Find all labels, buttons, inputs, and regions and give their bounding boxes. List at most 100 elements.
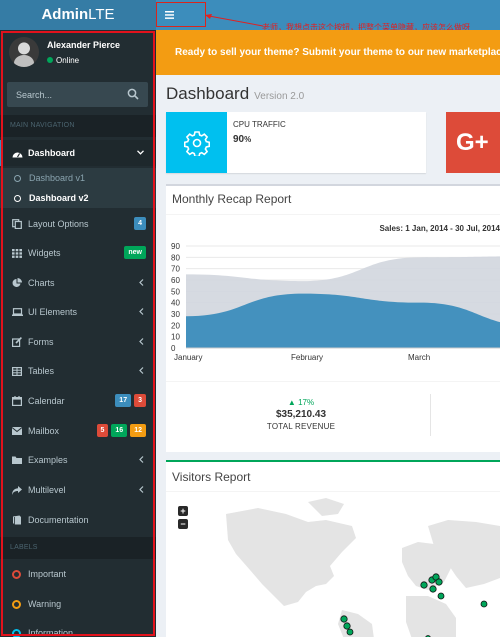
revenue-amount: $35,210.43 <box>275 409 327 420</box>
sidebar-item-multilevel[interactable]: Multilevel <box>0 477 156 503</box>
y-tick-label: 90 <box>171 242 180 251</box>
logo[interactable]: AdminLTE <box>0 0 156 30</box>
sidebar-item-mailbox[interactable]: Mailbox 5 16 12 <box>0 418 156 444</box>
y-tick-label: 20 <box>171 321 180 330</box>
chevron-left-icon <box>139 308 144 315</box>
recap-title: Monthly Recap Report <box>172 192 292 206</box>
pie-chart-icon <box>11 278 23 288</box>
search-input[interactable] <box>7 82 117 107</box>
zoom-out-button[interactable]: − <box>178 519 188 529</box>
divider <box>430 394 431 436</box>
sales-area-chart: 0 10 20 30 40 50 60 70 80 90 January February March <box>171 242 500 362</box>
user-status: Online <box>47 56 79 65</box>
page-title: Dashboard Version 2.0 <box>166 84 305 103</box>
sidebar-item-layout-options[interactable]: Layout Options 4 <box>0 211 156 237</box>
description-block: ▲ 17% $35,210.43 TOTAL REVENUE <box>246 398 356 431</box>
circle-icon <box>12 628 21 637</box>
y-tick-label: 40 <box>171 299 180 308</box>
visitors-report-box: Visitors Report + − <box>166 460 500 637</box>
sidebar-subitem-dashboard-v1[interactable]: Dashboard v1 <box>0 168 156 188</box>
sidebar-item-forms[interactable]: Forms <box>0 329 156 355</box>
avatar <box>9 37 39 67</box>
x-tick-label: January <box>174 353 202 362</box>
sidebar-item-ui-elements[interactable]: UI Elements <box>0 299 156 325</box>
chevron-left-icon <box>139 367 144 374</box>
divider <box>166 491 500 492</box>
page-version: Version 2.0 <box>254 91 305 102</box>
user-panel: Alexander Pierce Online <box>0 30 156 76</box>
user-name: Alexander Pierce <box>47 40 121 50</box>
files-icon <box>11 219 23 229</box>
y-tick-label: 50 <box>171 287 180 296</box>
y-tick-label: 0 <box>171 344 176 353</box>
sidebar-item-calendar[interactable]: Calendar 17 3 <box>0 388 156 414</box>
labels-header: LABELS <box>0 537 156 559</box>
share-icon <box>11 485 23 495</box>
sidebar-item-widgets[interactable]: Widgets new <box>0 240 156 266</box>
calendar-icon <box>11 396 23 406</box>
mailbox-badge-yellow: 12 <box>130 424 146 437</box>
sidebar-item-tables[interactable]: Tables <box>0 358 156 384</box>
promo-banner[interactable]: Ready to sell your theme? Submit your th… <box>156 30 500 75</box>
table-icon <box>11 366 23 376</box>
chevron-left-icon <box>139 456 144 463</box>
book-icon <box>11 515 23 525</box>
annotation-text: 老师，我想点击这个按钮，把整个菜单隐藏，应该怎么做呀 <box>262 23 470 32</box>
folder-icon <box>11 456 23 464</box>
mailbox-badge-green: 16 <box>111 424 128 437</box>
divider <box>166 214 500 215</box>
visitors-title: Visitors Report <box>172 470 251 484</box>
sidebar-label-important[interactable]: Important <box>0 561 156 587</box>
chevron-left-icon <box>139 338 144 345</box>
revenue-percentage: ▲ 17% <box>287 398 315 407</box>
sidebar-label-information[interactable]: Information <box>0 620 156 637</box>
sidebar-subitem-dashboard-v2[interactable]: Dashboard v2 <box>0 188 156 208</box>
sales-date-range: Sales: 1 Jan, 2014 - 30 Jul, 2014 <box>379 224 500 233</box>
annotation-arrow <box>205 14 264 27</box>
sidebar-toggle-button[interactable] <box>156 2 206 27</box>
edit-icon <box>11 337 23 347</box>
chevron-left-icon <box>139 486 144 493</box>
info-box-label: CPU TRAFFIC <box>233 120 286 129</box>
envelope-icon <box>11 427 23 435</box>
sidebar-label-warning[interactable]: Warning <box>0 591 156 617</box>
revenue-label: TOTAL REVENUE <box>266 422 336 431</box>
sidebar-item-examples[interactable]: Examples <box>0 447 156 473</box>
zoom-in-button[interactable]: + <box>178 506 188 516</box>
x-tick-label: February <box>291 353 323 362</box>
laptop-icon <box>11 308 23 316</box>
world-map[interactable] <box>166 492 500 637</box>
chevron-left-icon <box>139 279 144 286</box>
layout-options-badge: 4 <box>134 217 146 230</box>
gear-icon <box>166 112 227 173</box>
y-tick-label: 70 <box>171 265 180 274</box>
calendar-badge-blue: 17 <box>115 394 132 407</box>
mailbox-badge-red: 5 <box>96 424 109 437</box>
info-box-number: 90% <box>233 134 252 145</box>
divider <box>166 381 500 382</box>
y-tick-label: 30 <box>171 310 180 319</box>
th-icon <box>11 248 23 258</box>
sidebar-item-charts[interactable]: Charts <box>0 270 156 296</box>
sidebar-item-documentation[interactable]: Documentation <box>0 507 156 533</box>
widgets-badge: new <box>124 246 146 259</box>
dashboard-submenu: Dashboard v1 Dashboard v2 <box>0 168 156 208</box>
calendar-badge-red: 3 <box>134 394 146 407</box>
google-plus-icon: G+ <box>446 112 500 173</box>
circle-icon <box>14 194 21 202</box>
caret-up-icon: ▲ <box>287 398 296 407</box>
sidebar-item-dashboard[interactable]: Dashboard <box>0 140 156 166</box>
search-icon[interactable] <box>127 88 139 100</box>
sidebar-search <box>7 82 148 107</box>
circle-icon <box>12 599 21 609</box>
monthly-recap-box: Monthly Recap Report Sales: 1 Jan, 2014 … <box>166 184 500 452</box>
sidebar: AdminLTE Alexander Pierce Online MAIN NA… <box>0 0 156 637</box>
x-tick-label: March <box>408 353 430 362</box>
hamburger-menu-icon <box>165 10 174 19</box>
series-area <box>186 293 500 348</box>
y-tick-label: 60 <box>171 276 180 285</box>
y-tick-label: 80 <box>171 253 180 262</box>
main-navigation-header: MAIN NAVIGATION <box>0 115 156 137</box>
info-box-cpu: CPU TRAFFIC 90% <box>166 112 426 173</box>
circle-icon <box>14 174 21 182</box>
